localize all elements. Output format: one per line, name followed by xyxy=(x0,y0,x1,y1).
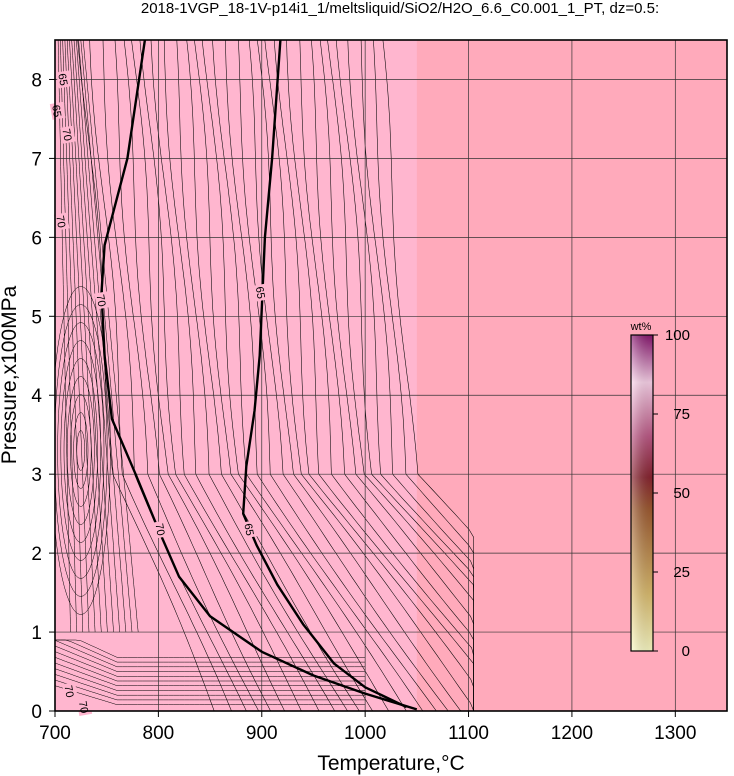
contour-label-bg xyxy=(253,283,269,302)
contour-label-bg xyxy=(94,291,110,310)
contour-label-text: 70 xyxy=(59,128,73,142)
grid-lines xyxy=(55,40,727,711)
y-axis-label: Pressure,x100MPa xyxy=(0,285,21,464)
contour-label: 65 xyxy=(253,283,269,302)
contour-label: 70 xyxy=(53,212,70,231)
y-tick-label: 1 xyxy=(31,623,42,644)
contour-label: 70 xyxy=(59,125,76,144)
colorbar-unit: wt% xyxy=(630,321,652,333)
y-tick-label: 7 xyxy=(31,149,42,170)
contour-label-text: 65 xyxy=(253,286,267,300)
contour-label-text: 70 xyxy=(76,700,90,714)
thin-contour-lines xyxy=(55,40,474,711)
x-tick-label: 800 xyxy=(143,723,175,744)
contour-label: 70 xyxy=(76,698,93,717)
contour-label-text: 70 xyxy=(53,215,67,229)
y-tick-label: 4 xyxy=(31,386,42,407)
contour-label: 70 xyxy=(94,291,110,310)
y-tick-label: 6 xyxy=(31,228,42,249)
x-tick-label: 1100 xyxy=(448,723,489,744)
contour-label: 65 xyxy=(241,520,258,539)
chart-title: 2018-1VGP_18-1V-p14i1_1/meltsliquid/SiO2… xyxy=(141,0,659,17)
contour-label-text: 70 xyxy=(62,684,76,698)
contour-label-text: 65 xyxy=(49,104,63,118)
contour-label: 70 xyxy=(153,520,169,539)
contour-70 xyxy=(100,40,418,711)
contour-label: 65 xyxy=(55,70,72,89)
contour-label-text: 70 xyxy=(94,294,108,308)
contour-label-bg xyxy=(56,70,72,89)
contour-label-text: 70 xyxy=(153,522,167,536)
contour-label-bg xyxy=(60,125,76,144)
x-tick-label: 700 xyxy=(39,723,71,744)
colorbar: wt% 0 25 50 75 100 xyxy=(630,321,690,660)
contour-label-bg xyxy=(62,682,78,701)
melt-region xyxy=(55,40,417,711)
contour-label: 70 xyxy=(62,682,78,701)
colorbar-tick-label: 0 xyxy=(682,643,690,660)
x-tick-label: 1200 xyxy=(551,723,593,744)
y-tick-label: 5 xyxy=(31,307,42,328)
contour-label-text: 65 xyxy=(241,522,255,536)
x-axis-ticks: 700 800 900 1000 1100 1200 1300 xyxy=(39,711,696,744)
contour-label-bg xyxy=(153,520,169,539)
contour-label-bg xyxy=(49,101,66,120)
colorbar-tick-label: 25 xyxy=(673,564,690,581)
y-axis-ticks: 0 1 2 3 4 5 6 7 8 xyxy=(31,70,55,723)
colorbar-ticks: 0 25 50 75 100 xyxy=(653,327,690,660)
x-tick-label: 1000 xyxy=(344,723,386,744)
contour-label-text: 65 xyxy=(55,73,69,87)
colorbar-tick-label: 75 xyxy=(673,406,690,423)
y-tick-label: 8 xyxy=(31,70,42,91)
y-tick-label: 2 xyxy=(31,544,42,565)
highlighted-contours xyxy=(100,40,418,711)
contour-label-bg xyxy=(53,212,70,231)
contour-label-bg xyxy=(242,520,258,539)
contour-65 xyxy=(241,40,408,709)
x-tick-label: 900 xyxy=(246,723,278,744)
colorbar-tick-label: 50 xyxy=(673,485,690,502)
x-axis-label: Temperature,°C xyxy=(317,752,464,775)
x-tick-label: 1300 xyxy=(654,723,696,744)
colorbar-sheen xyxy=(631,335,653,651)
colorbar-tick-label: 100 xyxy=(665,327,690,344)
y-tick-label: 0 xyxy=(31,702,42,723)
plot-frame xyxy=(54,39,728,712)
y-tick-label: 3 xyxy=(31,465,42,486)
contour-label: 65 xyxy=(49,101,66,120)
